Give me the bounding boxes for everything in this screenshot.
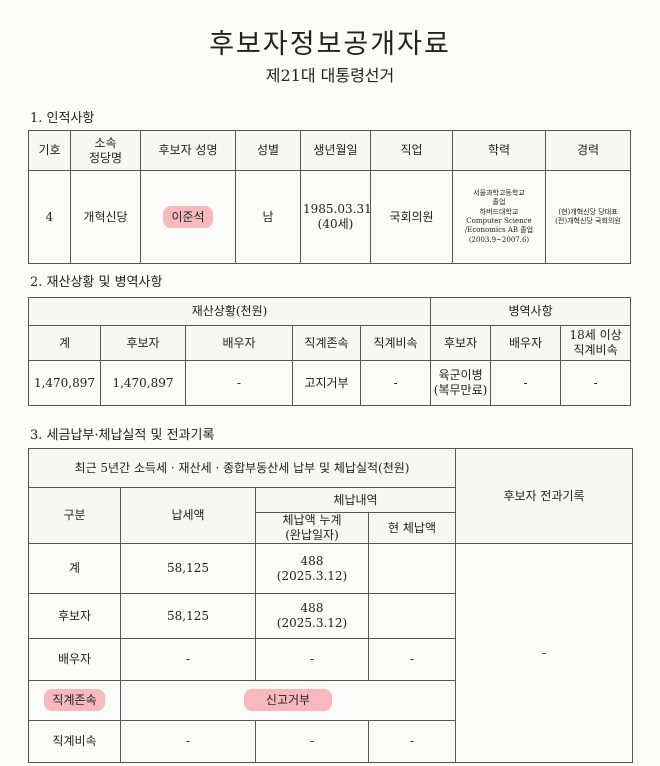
job: 국회의원 bbox=[370, 170, 453, 264]
th: 체납액 누계 (완납일자) bbox=[255, 512, 369, 544]
highlighted-category: 직계존속 bbox=[44, 689, 105, 711]
document-title: 후보자정보공개자료 bbox=[209, 29, 451, 60]
education-line: /Economics AB 졸업 bbox=[464, 226, 534, 235]
td: 직계존속 bbox=[28, 680, 121, 721]
td: - bbox=[490, 360, 562, 406]
th: 배우자 bbox=[185, 325, 293, 361]
th: 계 bbox=[28, 325, 101, 361]
birth-date: 1985.03.31 bbox=[303, 202, 372, 216]
table-row: 후보자 58,125 488 (2025.3.12) bbox=[28, 593, 633, 639]
highlighted-refusal: 신고거부 bbox=[243, 689, 333, 711]
education-line: 서울과학고등학교 bbox=[473, 188, 525, 197]
personal-info-table: 기호 소속 정당명 후보자 성명 성별 생년월일 직업 학력 경력 4 개혁신당… bbox=[28, 130, 631, 264]
education-cell: 서울과학고등학교 졸업 하버드대학교 Computer Science /Eco… bbox=[452, 170, 546, 264]
td: 488 (2025.3.12) bbox=[255, 543, 369, 594]
criminal-value: - bbox=[455, 543, 634, 763]
header-row: 계 후보자 배우자 직계존속 직계비속 후보자 배우자 18세 이상 직계비속 bbox=[28, 325, 632, 361]
birth-cell: 1985.03.31 (40세) bbox=[300, 170, 372, 264]
th: 체납내역 bbox=[254, 487, 457, 513]
th: 현 체납액 bbox=[367, 512, 457, 544]
th: 직계존속 bbox=[292, 325, 361, 361]
tax-criminal-table: 최근 5년간 소득세 · 재산세 · 종합부동산세 납부 및 체납실적(천원) … bbox=[27, 448, 634, 763]
title-row: 최근 5년간 소득세 · 재산세 · 종합부동산세 납부 및 체납실적(천원) … bbox=[27, 448, 634, 544]
career-cell: (현)개혁신당 당대표 (전)개혁신당 국회의원 bbox=[545, 170, 631, 264]
td bbox=[367, 543, 457, 594]
party: 개혁신당 bbox=[70, 170, 141, 264]
military-group-header: 병역사항 bbox=[430, 297, 632, 326]
th: 납세액 bbox=[120, 487, 256, 544]
td: - bbox=[367, 638, 457, 681]
th: 구분 bbox=[28, 487, 121, 544]
th: 소속 정당명 bbox=[70, 130, 141, 171]
th: 직업 bbox=[370, 130, 453, 171]
td: 1,470,897 bbox=[100, 360, 186, 406]
section-2-label: 2. 재산상황 및 병역사항 bbox=[30, 275, 163, 290]
td: 육군이병 (복무만료) bbox=[430, 360, 492, 406]
career-line: (전)개혁신당 국회의원 bbox=[555, 217, 621, 225]
td: 488 (2025.3.12) bbox=[255, 593, 369, 639]
td: 배우자 bbox=[28, 638, 121, 681]
td: 계 bbox=[28, 543, 121, 594]
education-line: Computer Science bbox=[466, 217, 532, 225]
td: 고지거부 bbox=[292, 360, 361, 406]
education-line: 졸업 bbox=[492, 198, 506, 207]
section-1-label: 1. 인적사항 bbox=[30, 111, 95, 126]
th: 학력 bbox=[452, 130, 546, 171]
th: 기호 bbox=[28, 130, 71, 171]
td: - bbox=[255, 720, 369, 763]
th: 후보자 bbox=[100, 325, 186, 361]
td: - bbox=[185, 360, 293, 406]
td: 1,470,897 bbox=[28, 360, 101, 406]
education-line: 하버드대학교 bbox=[479, 207, 519, 216]
th: 성별 bbox=[235, 130, 301, 171]
group-header-row: 재산상황(천원) 병역사항 bbox=[27, 297, 632, 326]
career-line: (현)개혁신당 당대표 bbox=[558, 207, 618, 216]
table-row: 직계비속 - - - bbox=[28, 720, 633, 763]
section-3-label: 3. 세금납부·체납실적 및 전과기록 bbox=[30, 428, 215, 443]
document-subtitle: 제21대 대통령선거 bbox=[265, 66, 395, 85]
th: 후보자 bbox=[430, 325, 492, 361]
name-cell: 이준석 bbox=[140, 170, 236, 264]
td: - bbox=[120, 720, 256, 763]
td: - bbox=[560, 360, 632, 406]
th: 경력 bbox=[545, 130, 631, 171]
th: 후보자 성명 bbox=[140, 130, 236, 171]
table-row: 계 58,125 488 (2025.3.12) - bbox=[28, 543, 634, 763]
td: - bbox=[255, 638, 369, 681]
education-line: (2003.9~2007.6) bbox=[468, 235, 530, 244]
candidate-name: 이준석 bbox=[163, 205, 213, 228]
table-row: 1,470,897 1,470,897 - 고지거부 - 육군이병 (복무만료)… bbox=[28, 360, 632, 406]
header-row: 기호 소속 정당명 후보자 성명 성별 생년월일 직업 학력 경력 bbox=[28, 130, 631, 171]
td: - bbox=[367, 720, 457, 763]
td: - bbox=[120, 638, 256, 681]
td: 58,125 bbox=[120, 593, 256, 639]
tax-title: 최근 5년간 소득세 · 재산세 · 종합부동산세 납부 및 체납실적(천원) bbox=[27, 448, 457, 488]
th: 직계비속 bbox=[359, 325, 432, 361]
property-group-header: 재산상황(천원) bbox=[27, 297, 432, 326]
criminal-header: 후보자 전과기록 bbox=[455, 448, 634, 544]
td: 신고거부 bbox=[119, 680, 457, 721]
th: 배우자 bbox=[490, 325, 562, 361]
td: 후보자 bbox=[28, 593, 121, 639]
th: 18세 이상 직계비속 bbox=[560, 325, 632, 361]
td: - bbox=[359, 360, 432, 406]
candidate-number: 4 bbox=[28, 170, 71, 264]
gender: 남 bbox=[235, 170, 301, 264]
property-military-table: 재산상황(천원) 병역사항 계 후보자 배우자 직계존속 직계비속 후보자 배우… bbox=[27, 297, 632, 406]
td: 58,125 bbox=[120, 543, 256, 594]
th: 생년월일 bbox=[300, 130, 371, 171]
td: 직계비속 bbox=[28, 720, 121, 763]
td bbox=[367, 593, 457, 639]
table-row: 4 개혁신당 이준석 남 1985.03.31 (40세) 국회의원 서울과학고등… bbox=[28, 170, 631, 264]
age: (40세) bbox=[317, 217, 354, 231]
